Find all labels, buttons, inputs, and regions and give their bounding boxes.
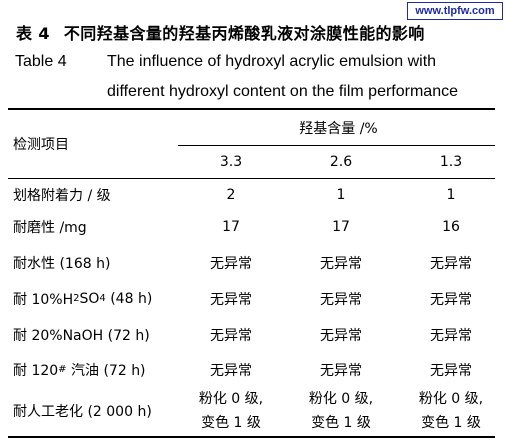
row-label-acid-resistance: 耐 10%H 2 SO 4 (48 h) — [13, 291, 153, 308]
table-caption-chinese: 表 4 不同羟基含量的羟基丙烯酸乳液对涂膜性能的影响 — [16, 20, 425, 44]
cell-line: 变色 1 级 — [311, 415, 371, 431]
caption-en-number: Table 4 — [15, 53, 67, 70]
column-header: 1.3 — [439, 154, 463, 170]
table-cell: 无异常 — [320, 363, 362, 379]
label-part: (48 h) — [105, 291, 153, 307]
label-part: 耐 120 — [13, 363, 59, 379]
column-header: 3.3 — [219, 154, 243, 170]
group-header-hydroxyl-content: 羟基含量 /% — [299, 120, 378, 137]
table-cell: 粉化 0 级, 变色 1 级 — [290, 387, 392, 435]
table-cell: 17 — [332, 219, 350, 235]
site-watermark: www.tlpfw.com — [407, 2, 503, 20]
table-cell: 无异常 — [320, 328, 362, 344]
caption-en-title-line1: The influence of hydroxyl acrylic emulsi… — [107, 53, 437, 70]
caption-cn-title: 不同羟基含量的羟基丙烯酸乳液对涂膜性能的影响 — [63, 24, 425, 43]
table-cell: 无异常 — [320, 292, 362, 308]
row-label-alkali-resistance: 耐 20%NaOH (72 h) — [13, 328, 150, 344]
label-part: SO — [79, 291, 100, 307]
row-label-adhesion: 划格附着力 / 级 — [13, 187, 111, 204]
table-cell: 2 — [226, 186, 236, 203]
cell-line: 粉化 0 级, — [198, 391, 264, 407]
row-label-gasoline-resistance: 耐 120 # 汽油 (72 h) — [13, 353, 146, 387]
row-header-label: 检测项目 — [13, 137, 69, 153]
row-label-water-resistance: 耐水性 (168 h) — [13, 256, 111, 272]
row-label-artificial-aging: 耐人工老化 (2 000 h) — [13, 404, 152, 420]
table-cell: 无异常 — [430, 328, 472, 344]
cell-line: 变色 1 级 — [201, 415, 261, 431]
table-cell: 无异常 — [430, 292, 472, 308]
label-part: 汽油 (72 h) — [66, 363, 146, 379]
table-cell: 无异常 — [210, 328, 252, 344]
table-cell: 粉化 0 级, 变色 1 级 — [400, 387, 502, 435]
column-header: 2.6 — [329, 154, 353, 170]
table-bottom-rule — [8, 436, 495, 438]
cell-line: 粉化 0 级, — [418, 391, 484, 407]
table-cell: 16 — [442, 219, 460, 235]
table-cell: 粉化 0 级, 变色 1 级 — [180, 387, 282, 435]
group-header-underline — [178, 145, 495, 146]
table-top-rule — [8, 108, 495, 110]
table-cell: 无异常 — [210, 292, 252, 308]
header-bottom-rule — [8, 178, 495, 179]
table-cell: 1 — [446, 186, 456, 203]
row-label-abrasion: 耐磨性 /mg — [13, 220, 87, 236]
table-cell: 无异常 — [210, 256, 252, 272]
table-cell: 无异常 — [320, 256, 362, 272]
table-cell: 17 — [222, 219, 240, 235]
cell-line: 变色 1 级 — [421, 415, 481, 431]
table-cell: 无异常 — [210, 363, 252, 379]
table-caption-english-line1: Table 4 The influence of hydroxyl acrylic… — [15, 53, 436, 71]
label-part: 耐 10%H — [13, 292, 74, 308]
caption-cn-number: 表 4 — [16, 24, 50, 43]
table-cell: 无异常 — [430, 256, 472, 272]
table-cell: 无异常 — [430, 363, 472, 379]
table-cell: 1 — [336, 186, 346, 203]
cell-line: 粉化 0 级, — [308, 391, 374, 407]
caption-en-title-line2: different hydroxyl content on the film p… — [107, 83, 458, 100]
